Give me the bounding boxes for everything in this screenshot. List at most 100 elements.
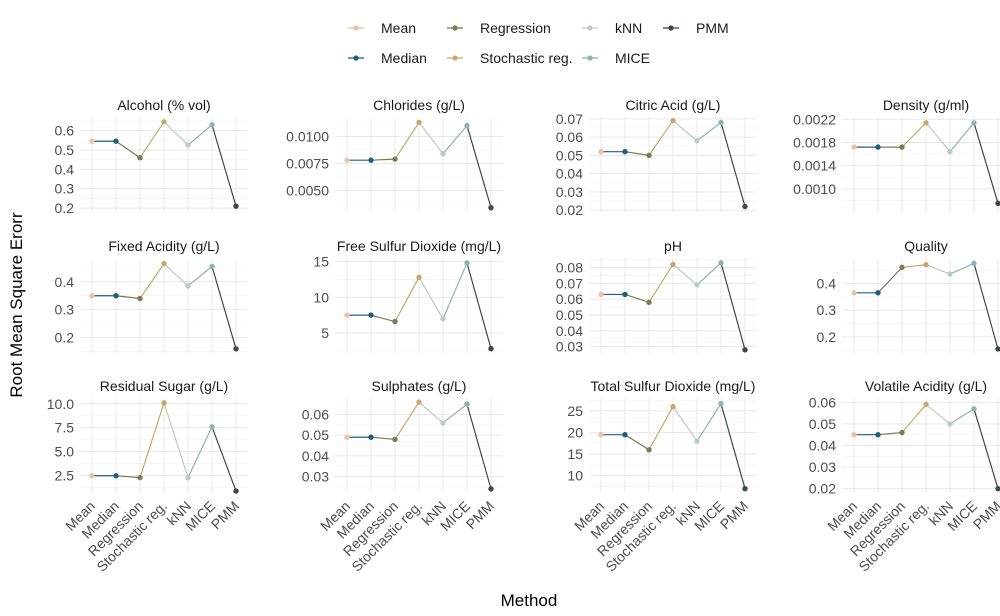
- data-point: [89, 293, 95, 299]
- y-tick-label: 0.0018: [793, 134, 836, 150]
- data-point: [185, 142, 191, 148]
- data-point: [89, 138, 95, 144]
- y-tick-label: 0.0014: [793, 158, 836, 174]
- y-tick-label: 0.03: [809, 459, 836, 475]
- data-point: [694, 138, 700, 144]
- data-point: [875, 290, 881, 296]
- y-tick-label: 0.4: [55, 161, 75, 177]
- panel-title: Density (g/ml): [883, 97, 969, 113]
- data-point: [971, 406, 977, 412]
- series-segment: [139, 121, 165, 159]
- panel-title: Alcohol (% vol): [117, 97, 210, 113]
- data-point: [851, 290, 857, 296]
- data-point: [161, 119, 167, 125]
- series-segment: [973, 122, 999, 204]
- data-point: [161, 260, 167, 267]
- y-tick-label: 0.08: [556, 260, 583, 276]
- legend: Mean Regression kNN PMM Median Stochastic reg…: [348, 20, 729, 66]
- series-segment: [925, 122, 951, 153]
- y-tick-label: 0.04: [302, 448, 329, 464]
- facet-panel: 0.0050 0.0075 0.0100 Chlorides (g/L): [286, 97, 503, 212]
- series-segment: [720, 122, 746, 207]
- y-tick-label: 0.4: [817, 275, 837, 291]
- series-segment: [394, 276, 420, 322]
- y-tick-label: 0.05: [302, 427, 329, 443]
- data-point: [622, 291, 628, 298]
- y-tick-label: 0.0022: [793, 111, 836, 127]
- data-point: [368, 157, 374, 163]
- series-segment: [720, 262, 746, 350]
- data-point: [598, 432, 604, 438]
- y-tick-label: 0.02: [809, 481, 836, 497]
- data-point: [923, 261, 929, 268]
- data-point: [416, 274, 422, 280]
- data-point: [209, 122, 215, 128]
- data-point: [971, 260, 977, 267]
- series-segment: [139, 263, 165, 299]
- y-tick-label: 0.04: [556, 166, 583, 182]
- y-tick-label: 5.0: [55, 444, 75, 460]
- y-tick-label: 0.05: [809, 416, 836, 432]
- y-axis-title: Root Mean Square Erorr: [7, 212, 26, 398]
- y-tick-label: 0.0075: [286, 155, 329, 171]
- legend-item: PMM: [663, 20, 729, 36]
- y-tick-label: 2.5: [55, 468, 75, 484]
- series-segment: [624, 293, 650, 303]
- y-tick-label: 0.06: [556, 129, 583, 145]
- data-point: [137, 474, 143, 481]
- x-axis-title: Method: [501, 591, 558, 610]
- data-point: [995, 485, 1000, 492]
- series-segment: [720, 403, 746, 489]
- data-point: [899, 429, 905, 436]
- data-point: [670, 117, 676, 124]
- y-tick-label: 25: [567, 403, 583, 419]
- data-point: [971, 120, 977, 126]
- series-segment: [648, 120, 674, 156]
- series-segment: [696, 122, 722, 142]
- panel-title: Citric Acid (g/L): [626, 97, 721, 113]
- data-point: [185, 474, 191, 481]
- y-tick-label: 0.02: [556, 202, 583, 218]
- legend-key-point: [452, 55, 458, 61]
- data-point: [598, 291, 604, 298]
- legend-label: kNN: [615, 20, 642, 36]
- data-point: [947, 271, 953, 277]
- data-point: [368, 434, 374, 440]
- series-segment: [418, 122, 444, 155]
- panel-title: Volatile Acidity (g/L): [865, 378, 987, 394]
- y-tick-label: 10.0: [47, 396, 74, 412]
- legend-key-point: [587, 25, 593, 31]
- facet-panel: 0.0010 0.0014 0.0018 0.0022 Density (g/ml): [793, 97, 1000, 212]
- y-tick-label: 0.2: [55, 330, 75, 346]
- y-tick-label: 0.04: [556, 323, 583, 339]
- y-tick-label: 0.07: [556, 111, 583, 127]
- data-point: [742, 485, 748, 492]
- series-segment: [115, 140, 141, 159]
- data-point: [947, 421, 953, 427]
- y-tick-label: 0.03: [556, 339, 583, 355]
- series-segment: [877, 431, 903, 436]
- series-segment: [115, 475, 141, 479]
- data-point: [368, 312, 374, 318]
- data-point: [89, 473, 95, 479]
- data-point: [416, 119, 422, 126]
- series-segment: [672, 120, 698, 142]
- y-tick-label: 0.0050: [286, 182, 329, 198]
- series-segment: [901, 122, 927, 148]
- series-segment: [115, 295, 141, 300]
- series-segment: [648, 264, 674, 303]
- series-segment: [949, 122, 975, 153]
- panel-title: Chlorides (g/L): [373, 97, 465, 113]
- data-point: [899, 264, 905, 271]
- data-point: [185, 283, 191, 289]
- y-tick-label: 0.4: [55, 274, 75, 290]
- facet-panel: 0.02 0.03 0.04 0.05 0.06 0.07 Citric Acid (g/L…: [556, 97, 757, 218]
- series-segment: [418, 401, 444, 424]
- data-point: [113, 293, 119, 299]
- data-point: [923, 120, 929, 126]
- x-tick-label: PMM: [463, 498, 497, 532]
- panel-title: Fixed Acidity (g/L): [108, 238, 219, 254]
